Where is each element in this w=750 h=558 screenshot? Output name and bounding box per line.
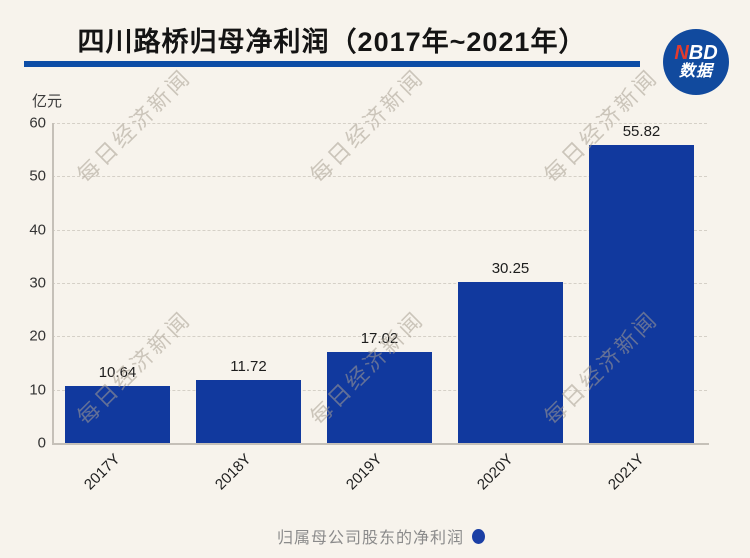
legend-dot-icon (472, 528, 485, 544)
y-tick-label-50: 50 (29, 167, 46, 185)
y-tick-label-10: 10 (29, 381, 46, 399)
bar-2017Y (65, 386, 170, 443)
chart-title: 四川路桥归母净利润（2017年~2021年） (77, 27, 587, 57)
y-axis-unit-label: 亿元 (32, 93, 63, 110)
nbd-logo-rest-letters: BD (688, 42, 718, 65)
nbd-logo-subtitle: 数据 (678, 63, 713, 81)
gridline-60 (52, 123, 707, 124)
bar-2019Y (327, 352, 432, 443)
bar-value-label-2018Y: 11.72 (230, 358, 267, 376)
bar-value-label-2020Y: 30.25 (491, 259, 530, 277)
title-underline (24, 61, 640, 67)
x-axis-label-2020Y: 2020Y (473, 450, 517, 494)
bar-value-label-2021Y: 55.82 (622, 123, 661, 141)
nbd-logo-accent-letter: N (674, 42, 689, 65)
y-tick-label-0: 0 (37, 434, 46, 452)
y-tick-label-30: 30 (29, 274, 46, 292)
x-axis-label-2019Y: 2019Y (342, 450, 386, 494)
x-axis-label-2018Y: 2018Y (211, 450, 255, 494)
watermark-text-1: 每日经济新闻 (305, 64, 429, 188)
x-axis-label-2021Y: 2021Y (604, 450, 648, 494)
y-tick-label-20: 20 (29, 327, 46, 345)
x-axis-label-2017Y: 2017Y (80, 450, 124, 494)
gridline-40 (52, 229, 707, 231)
bar-value-label-2017Y: 10.64 (98, 364, 137, 382)
y-tick-label-60: 60 (29, 114, 46, 132)
legend-series-label: 归属母公司股东的净利润 (276, 530, 464, 547)
y-axis-line (52, 123, 54, 443)
gridline-20 (52, 336, 707, 338)
bar-value-label-2019Y: 17.02 (360, 330, 399, 348)
bar-2020Y (458, 281, 563, 443)
legend: 归属母公司股东的净利润 (0, 524, 750, 548)
nbd-logo-text: NBD (674, 43, 717, 64)
y-tick-label-40: 40 (29, 221, 46, 239)
x-axis-line (52, 443, 709, 445)
bar-2018Y (196, 380, 301, 443)
gridline-50 (52, 176, 707, 178)
bar-2021Y (589, 145, 694, 443)
gridline-30 (52, 283, 707, 284)
nbd-logo: NBD 数据 (663, 29, 729, 95)
watermark-text-0: 每日经济新闻 (72, 64, 196, 188)
